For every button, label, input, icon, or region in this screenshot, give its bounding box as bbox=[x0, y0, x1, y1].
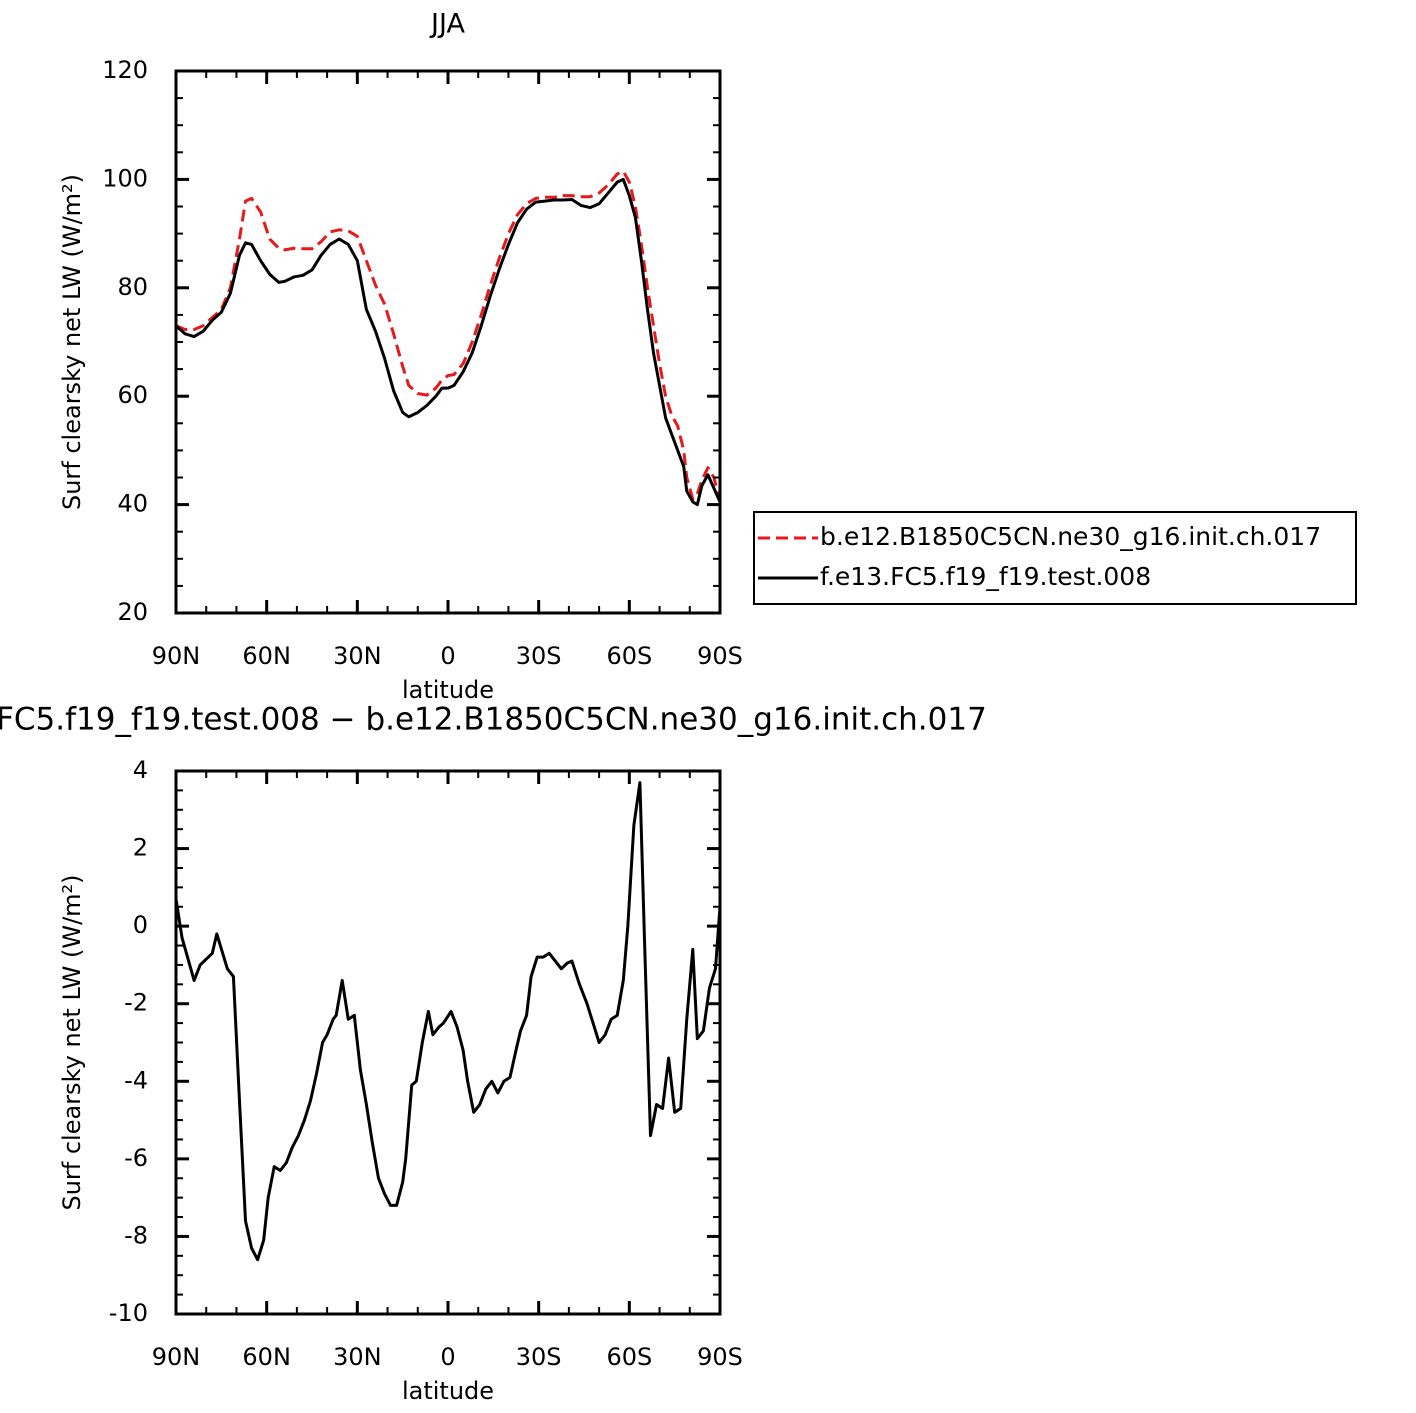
y-axis-label: Surf clearsky net LW (W/m²) bbox=[58, 874, 86, 1210]
x-tick-label: 60S bbox=[606, 642, 652, 670]
x-tick-label: 60S bbox=[606, 1343, 652, 1371]
data-line bbox=[174, 781, 722, 1262]
y-tick-label: 2 bbox=[133, 834, 148, 862]
x-axis-label: latitude bbox=[402, 1377, 494, 1405]
x-tick-label: 90N bbox=[152, 642, 201, 670]
y-tick-label: -2 bbox=[124, 989, 148, 1017]
y-tick-label: 120 bbox=[102, 56, 148, 84]
legend-text: f.e13.FC5.f19_f19.test.008 bbox=[820, 562, 1151, 591]
y-tick-label: 4 bbox=[133, 756, 148, 784]
x-tick-label: 30N bbox=[333, 1343, 382, 1371]
x-tick-label: 30N bbox=[333, 642, 382, 670]
x-tick-label: 60N bbox=[242, 642, 291, 670]
x-tick-label: 30S bbox=[516, 1343, 562, 1371]
x-axis-label: latitude bbox=[402, 676, 494, 704]
y-tick-label: 100 bbox=[102, 164, 148, 192]
y-tick-label: -6 bbox=[124, 1144, 148, 1172]
x-tick-label: 30S bbox=[516, 642, 562, 670]
data-line bbox=[175, 169, 722, 503]
y-tick-label: 40 bbox=[117, 490, 148, 518]
chart-title: f.e13.FC5.f19_f19.test.008 − b.e12.B1850… bbox=[0, 702, 987, 738]
plot-frame bbox=[174, 69, 722, 615]
y-tick-label: 20 bbox=[117, 598, 148, 626]
y-tick-label: 60 bbox=[117, 381, 148, 409]
y-tick-label: 0 bbox=[133, 911, 148, 939]
legend-box bbox=[753, 511, 1357, 605]
x-tick-label: 90N bbox=[152, 1343, 201, 1371]
y-axis-label: Surf clearsky net LW (W/m²) bbox=[58, 174, 86, 510]
x-tick-label: 0 bbox=[440, 642, 455, 670]
y-tick-label: -10 bbox=[109, 1299, 148, 1327]
chart-title: JJA bbox=[429, 9, 465, 40]
y-tick-label: -8 bbox=[124, 1221, 148, 1249]
x-tick-label: 0 bbox=[440, 1343, 455, 1371]
x-tick-label: 60N bbox=[242, 1343, 291, 1371]
x-tick-label: 90S bbox=[697, 1343, 743, 1371]
legend-text: b.e12.B1850C5CN.ne30_g16.init.ch.017 bbox=[820, 522, 1321, 551]
plot-frame bbox=[174, 769, 722, 1316]
data-line bbox=[174, 177, 722, 507]
y-tick-label: 80 bbox=[117, 273, 148, 301]
x-tick-label: 90S bbox=[697, 642, 743, 670]
y-tick-label: -4 bbox=[124, 1066, 148, 1094]
